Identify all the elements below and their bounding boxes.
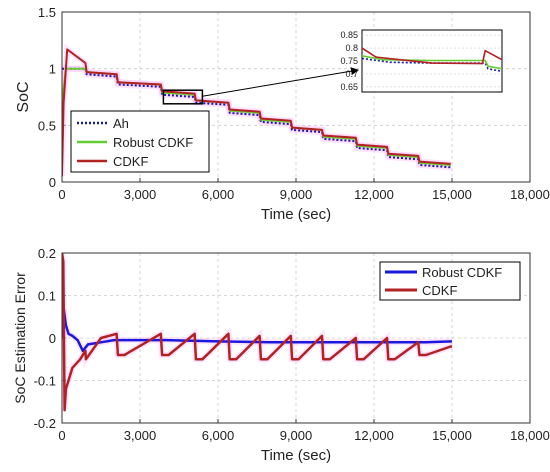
x-tick-label: 6,000 <box>202 428 235 443</box>
y-tick-label: 0.5 <box>38 118 56 133</box>
legend-label: Robust CDKF <box>113 135 193 150</box>
legend-label: Ah <box>113 116 129 131</box>
x-axis-label: Time (sec) <box>261 206 331 223</box>
plot-frame <box>61 252 531 424</box>
y-axis-label: SoC <box>15 81 32 112</box>
x-tick-label: 12,000 <box>354 428 394 443</box>
x-tick-label: 9,000 <box>280 187 313 202</box>
inset-robust-cdkf-line <box>361 55 503 70</box>
legend-label: CDKF <box>113 154 148 169</box>
x-tick-label: 0 <box>58 187 65 202</box>
legend-box <box>379 261 521 301</box>
inset-tick-label: 0.85 <box>340 30 358 40</box>
y-tick-label: 0 <box>49 331 56 346</box>
legend-label: CDKF <box>422 283 457 298</box>
chart-1: 0 3,000 6,000 9,000 12,000 15,000 18,000 0 0.5 1 1… <box>15 5 550 223</box>
x-tick-label: 0 <box>58 428 65 443</box>
inset-cdkf-line <box>361 47 503 65</box>
y-tick-label: 0.1 <box>38 289 56 304</box>
x-tick-label: 12,000 <box>354 187 394 202</box>
y-axis-label: SoC Estimation Error <box>12 272 28 404</box>
x-tick-label: 18,000 <box>510 187 550 202</box>
x-tick-label: 15,000 <box>432 428 472 443</box>
series-robust-cdkf-error-line <box>62 307 453 353</box>
inset-tick-label: 0.65 <box>340 82 358 92</box>
y-tick-label: 1.5 <box>38 5 56 20</box>
x-axis-label: Time (sec) <box>261 447 331 464</box>
x-tick-label: 6,000 <box>202 187 235 202</box>
plot-frame <box>61 11 531 183</box>
y-tick-label: 0.2 <box>38 246 56 261</box>
y-tick-label: -0.2 <box>34 416 56 431</box>
x-tick-label: 15,000 <box>432 187 472 202</box>
series-cdkf-line <box>62 48 451 177</box>
x-tick-label: 9,000 <box>280 428 313 443</box>
inset-tick-label: 0.75 <box>340 56 358 66</box>
series-cdkf-error-line <box>62 253 452 412</box>
y-tick-label: 1 <box>49 62 56 77</box>
inset-tick-label: 0.8 <box>345 43 358 53</box>
x-tick-label: 3,000 <box>124 187 157 202</box>
x-tick-label: 18,000 <box>510 428 550 443</box>
y-tick-label: -0.1 <box>34 374 56 389</box>
x-tick-label: 3,000 <box>124 428 157 443</box>
legend-label: Robust CDKF <box>422 265 502 280</box>
y-tick-label: 0 <box>49 175 56 190</box>
chart-2: 0 3,000 6,000 9,000 12,000 15,000 18,000 -0.2 -0… <box>12 246 550 464</box>
zoom-arrow <box>202 67 359 97</box>
zoom-box <box>162 89 204 105</box>
